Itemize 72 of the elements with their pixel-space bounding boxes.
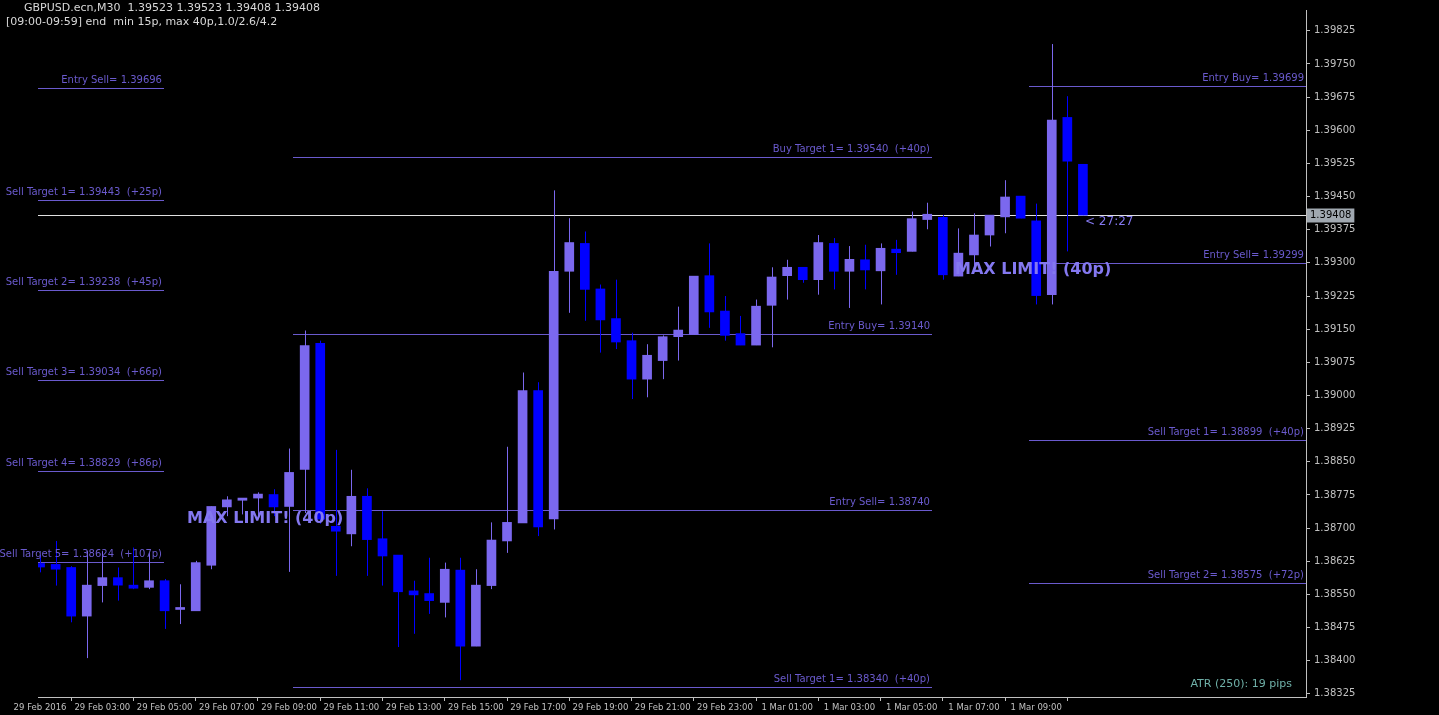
ref-line-label: Entry Sell= 1.39299	[1203, 249, 1304, 261]
x-tick-label: 1 Mar 09:00	[1010, 702, 1062, 713]
candlestick	[860, 244, 870, 290]
candlestick	[673, 306, 684, 362]
y-tick-label: 1.38475	[1314, 621, 1356, 633]
ref-line-label: Sell Target 1= 1.39443 (+25p)	[5, 186, 163, 198]
ref-line-label: Sell Target 3= 1.39034 (+66p)	[5, 366, 163, 378]
candlestick	[424, 557, 435, 615]
ref-line-label: Entry Buy= 1.39699	[1202, 72, 1304, 84]
x-tick-label: 29 Feb 15:00	[448, 702, 504, 713]
text: [09:00-09:59] end min 15p, max 40p,1.0/2.6/4.2	[6, 15, 278, 28]
candlestick	[502, 446, 512, 554]
candlestick	[113, 566, 123, 602]
y-tick-label: 1.38625	[1314, 554, 1356, 566]
ref-line-label: Sell Target 1= 1.38899 (+40p)	[1147, 426, 1305, 438]
ref-line-label: Entry Sell= 1.38740	[829, 496, 930, 508]
candlestick	[922, 202, 933, 230]
ref-line-label: Buy Target 1= 1.39540 (+40p)	[772, 143, 931, 155]
ref-line-label: Sell Target 2= 1.38575 (+72p)	[1147, 569, 1305, 581]
y-tick-label: 1.38550	[1314, 588, 1356, 600]
ref-line-label: Sell Target 1= 1.38340 (+40p)	[773, 673, 931, 685]
chart-title: GBPUSD.ecn,M30 1.39523 1.39523 1.39408 1.39408	[24, 1, 320, 14]
y-tick-label: 1.39075	[1314, 355, 1356, 367]
x-tick-label: 29 Feb 23:00	[697, 702, 753, 713]
y-tick-label: 1.38850	[1314, 455, 1356, 467]
x-tick-label: 29 Feb 03:00	[74, 702, 131, 713]
y-tick-label: 1.39600	[1314, 123, 1356, 135]
y-tick-label: 1.39525	[1314, 157, 1356, 168]
y-tick-label: 1.38325	[1314, 687, 1356, 699]
ref-line-label: Entry Sell= 1.39696	[61, 74, 162, 86]
ref-line-label: Sell Target 2= 1.39238 (+45p)	[5, 276, 163, 288]
candlestick	[735, 315, 746, 346]
x-tick-label: 29 Feb 19:00	[572, 702, 629, 713]
candlestick	[844, 245, 855, 309]
y-tick-label: 1.39000	[1314, 389, 1356, 401]
candlestick	[1000, 179, 1010, 234]
x-tick-label: 29 Feb 11:00	[323, 702, 380, 713]
y-tick-label: 1.39450	[1314, 190, 1356, 202]
candlestick	[875, 242, 886, 305]
annotation: ATR (250): 19 pips	[1190, 676, 1293, 690]
x-tick-label: 29 Feb 13:00	[385, 702, 442, 713]
y-tick-label: 1.39825	[1314, 24, 1356, 36]
x-tick-label: 29 Feb 2016	[13, 702, 67, 713]
candlestick	[377, 510, 388, 587]
y-tick-label: 1.38400	[1314, 654, 1356, 666]
y-tick-label: 1.39225	[1314, 289, 1356, 301]
x-tick-label: 29 Feb 09:00	[261, 702, 317, 713]
y-tick-label: 1.38775	[1314, 488, 1356, 500]
y-tick-label: 1.39375	[1314, 223, 1356, 235]
y-tick-label: 1.38700	[1314, 521, 1356, 533]
ref-line-label: Entry Buy= 1.39140	[828, 320, 930, 332]
x-tick-label: 29 Feb 05:00	[136, 702, 193, 713]
y-tick-label: 1.39300	[1314, 256, 1356, 268]
y-tick-label: 1.39675	[1314, 90, 1356, 102]
candlestick	[891, 239, 901, 276]
ref-line-label: Sell Target 4= 1.38829 (+86p)	[5, 457, 163, 469]
x-tick-label: 1 Mar 01:00	[761, 702, 813, 713]
y-tick-label: 1.38925	[1314, 422, 1356, 434]
candlestick	[1015, 195, 1026, 219]
candlestick	[984, 214, 995, 248]
y-tick-label: 1.39750	[1314, 57, 1356, 69]
x-tick-label: 29 Feb 07:00	[198, 702, 255, 713]
annotation: < 27:27	[1085, 214, 1134, 229]
x-tick-label: 29 Feb 17:00	[510, 702, 567, 713]
x-tick-label: 1 Mar 03:00	[823, 702, 876, 713]
x-tick-label: 29 Feb 21:00	[634, 702, 691, 713]
y-tick-label: 1.39150	[1314, 322, 1356, 334]
ref-line-label: 1.39408	[1310, 209, 1352, 221]
x-tick-label: 1 Mar 05:00	[886, 702, 938, 713]
candlestick	[175, 583, 185, 625]
candlestick	[782, 259, 793, 301]
x-tick-label: 1 Mar 07:00	[948, 702, 1000, 713]
